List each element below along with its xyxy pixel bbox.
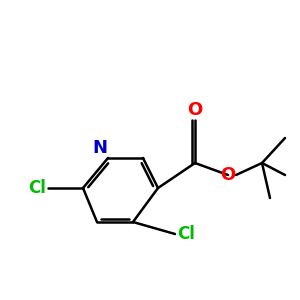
Text: N: N <box>92 139 107 157</box>
Text: O: O <box>220 166 236 184</box>
Text: Cl: Cl <box>177 225 195 243</box>
Text: Cl: Cl <box>28 179 46 197</box>
Text: O: O <box>188 101 202 119</box>
